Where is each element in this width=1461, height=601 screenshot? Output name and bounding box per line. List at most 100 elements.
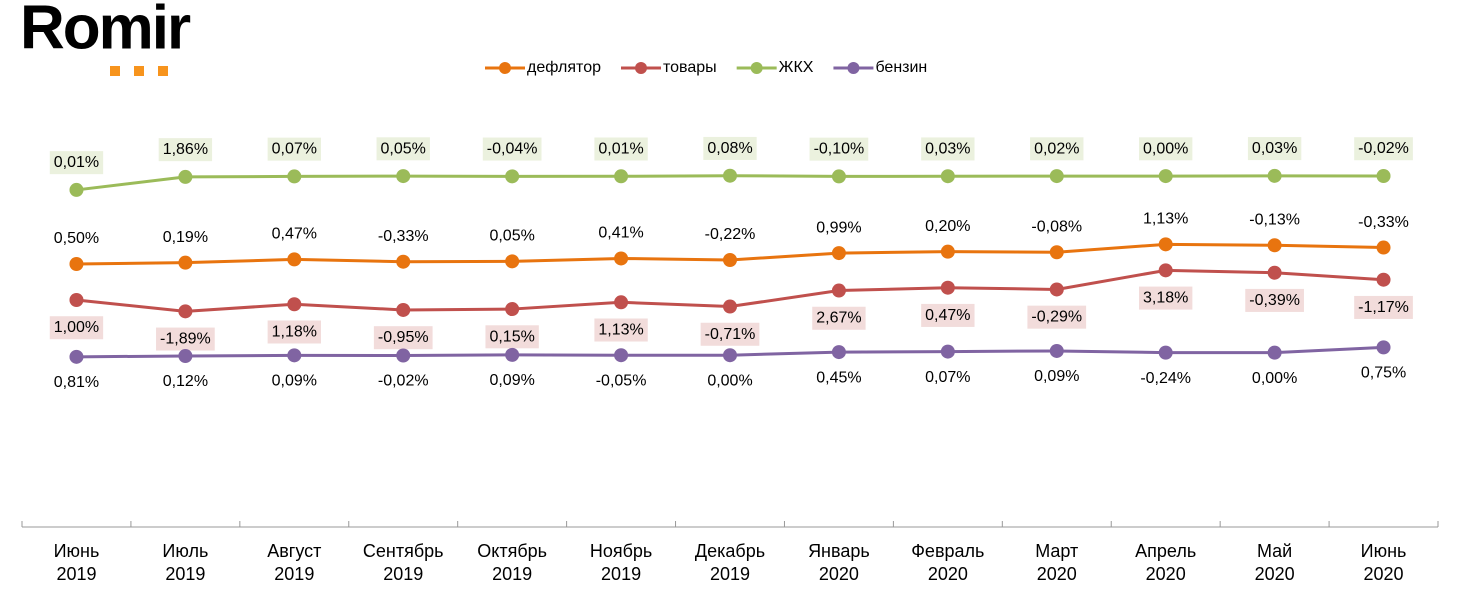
value-label: -0,24%: [1140, 370, 1191, 387]
x-tick-label: Август: [267, 541, 321, 561]
value-label-group: 0,19%: [163, 229, 208, 246]
x-tick-label: 2020: [1364, 564, 1404, 584]
value-label-bg: [267, 320, 321, 344]
value-label: 0,75%: [1361, 365, 1406, 382]
value-label-group: -0,24%: [1140, 370, 1191, 387]
value-label-group: -0,02%: [1354, 137, 1413, 161]
point: [69, 349, 84, 364]
value-label-group: -1,17%: [1354, 295, 1413, 319]
value-label: -0,05%: [596, 372, 647, 389]
value-label-group: 1,00%: [49, 316, 104, 340]
value-label: -0,08%: [1031, 218, 1082, 235]
point: [505, 169, 520, 184]
x-tick-label: 2020: [928, 564, 968, 584]
x-tick-label: Март: [1035, 541, 1078, 561]
value-label-group: 0,08%: [703, 136, 757, 160]
value-label: 2,67%: [816, 310, 861, 327]
point: [1267, 265, 1282, 280]
point: [1049, 282, 1064, 297]
value-label: 0,19%: [163, 229, 208, 246]
point: [940, 280, 955, 295]
value-label-group: 0,47%: [272, 226, 317, 243]
value-label-group: 0,20%: [925, 218, 970, 235]
value-label: 0,00%: [1252, 370, 1297, 387]
x-tick-label: Май: [1257, 541, 1292, 561]
value-label-group: -0,13%: [1249, 211, 1300, 228]
point: [69, 182, 84, 197]
value-label: 0,09%: [1034, 368, 1079, 385]
value-label-bg: [703, 136, 757, 160]
value-label: 0,05%: [489, 228, 534, 245]
logo-dot: [110, 66, 120, 76]
point: [1376, 340, 1391, 355]
value-label-bg: [1245, 288, 1304, 312]
value-label: -0,95%: [378, 329, 429, 346]
x-tick-label: Февраль: [911, 541, 984, 561]
x-tick-label: Октябрь: [477, 541, 547, 561]
value-label: -0,02%: [378, 373, 429, 390]
logo-dot: [134, 66, 144, 76]
point: [396, 254, 411, 269]
x-tick-label: 2019: [492, 564, 532, 584]
x-tick-label: Июнь: [54, 541, 100, 561]
value-label-bg: [49, 316, 104, 340]
value-label: 1,13%: [1143, 211, 1188, 228]
value-label: 0,45%: [816, 369, 861, 386]
value-label-bg: [594, 318, 648, 342]
value-label-group: 0,05%: [376, 137, 430, 161]
value-label-group: 0,00%: [1139, 137, 1193, 161]
point: [1158, 237, 1173, 252]
value-label: -0,02%: [1358, 140, 1409, 157]
value-label: -0,39%: [1249, 292, 1300, 309]
value-label: 1,00%: [54, 319, 99, 336]
value-label-group: 0,15%: [485, 325, 539, 349]
value-label-group: 0,00%: [1252, 370, 1297, 387]
value-label: 0,15%: [489, 328, 534, 345]
legend-label: бензин: [875, 59, 927, 76]
point: [396, 169, 411, 184]
x-tick-label: Сентябрь: [363, 541, 444, 561]
point: [1158, 263, 1173, 278]
value-label-group: -0,10%: [809, 137, 869, 161]
value-label: 0,12%: [163, 373, 208, 390]
point: [1158, 345, 1173, 360]
value-label-group: 0,41%: [598, 225, 643, 242]
legend-marker: [847, 62, 860, 74]
point: [396, 302, 411, 317]
x-tick-label: 2020: [1037, 564, 1077, 584]
value-label-group: 1,13%: [594, 318, 648, 342]
value-label: -0,22%: [705, 226, 756, 243]
value-label-bg: [921, 137, 975, 161]
value-label-group: 0,09%: [1034, 368, 1079, 385]
point: [1267, 238, 1282, 253]
value-label-group: 0,07%: [925, 369, 970, 386]
point: [1049, 245, 1064, 260]
x-tick-label: 2020: [1255, 564, 1295, 584]
value-label-group: 0,50%: [54, 230, 99, 247]
point: [831, 345, 846, 360]
value-label-group: -0,95%: [373, 326, 433, 350]
x-tick-label: 2020: [819, 564, 859, 584]
value-label-group: 0,75%: [1361, 365, 1406, 382]
value-label-bg: [1030, 137, 1084, 161]
value-label-bg: [482, 137, 542, 161]
x-tick-label: Апрель: [1135, 541, 1196, 561]
point: [505, 254, 520, 269]
value-label: 0,07%: [925, 369, 970, 386]
value-label-bg: [49, 151, 104, 175]
value-label-bg: [156, 327, 215, 351]
value-label-bg: [485, 325, 539, 349]
value-label-group: -0,71%: [700, 322, 760, 346]
value-label-bg: [158, 138, 213, 162]
value-label-group: 2,67%: [812, 306, 866, 330]
value-label: -0,04%: [487, 141, 538, 158]
point: [940, 344, 955, 359]
value-label-group: 0,03%: [921, 137, 975, 161]
point: [614, 169, 629, 184]
value-label-bg: [921, 303, 975, 327]
value-label-bg: [267, 137, 321, 161]
value-label-bg: [809, 137, 869, 161]
legend-label: ЖКХ: [779, 59, 814, 76]
value-label: 0,02%: [1034, 140, 1079, 157]
